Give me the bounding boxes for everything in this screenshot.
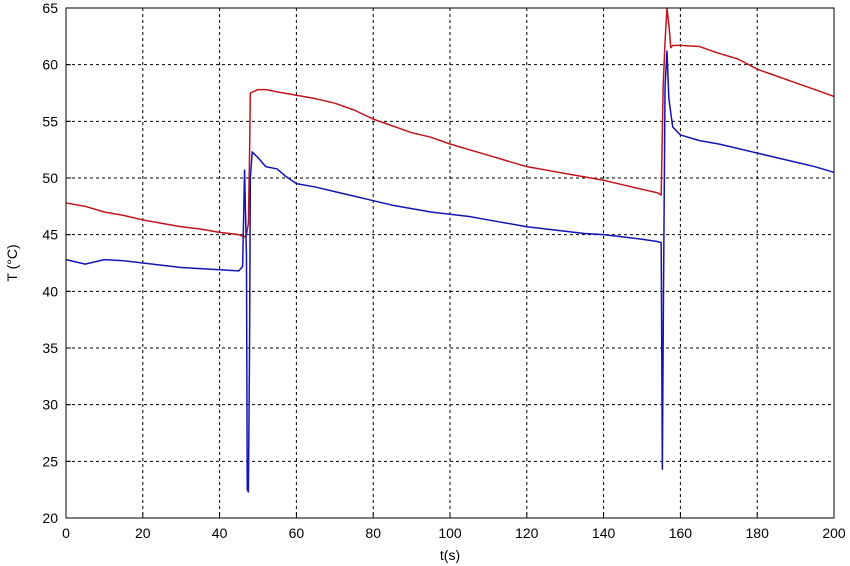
y-tick-label: 20 — [42, 510, 58, 526]
series-lines — [65, 7, 835, 493]
grid — [66, 8, 834, 518]
y-tick-label: 55 — [42, 113, 58, 129]
x-tick-label: 20 — [135, 525, 151, 541]
y-tick-label: 50 — [42, 170, 58, 186]
x-tick-label: 200 — [822, 525, 846, 541]
y-tick-label: 30 — [42, 397, 58, 413]
y-tick-label: 25 — [42, 453, 58, 469]
x-tick-label: 80 — [365, 525, 381, 541]
x-tick-label: 140 — [592, 525, 616, 541]
y-tick-label: 40 — [42, 283, 58, 299]
y-tick-label: 60 — [42, 57, 58, 73]
x-tick-label: 60 — [289, 525, 305, 541]
x-axis-title: t(s) — [440, 547, 460, 563]
x-tick-label: 100 — [438, 525, 462, 541]
y-tick-label: 45 — [42, 227, 58, 243]
x-tick-label: 0 — [62, 525, 70, 541]
y-tick-label: 35 — [42, 340, 58, 356]
x-tick-label: 160 — [669, 525, 693, 541]
x-tick-label: 180 — [746, 525, 770, 541]
x-tick-label: 120 — [515, 525, 539, 541]
ticks: 0 20 40 60 80 100 120 140 160 180 2002025303540455… — [42, 0, 845, 541]
series-line-1 — [65, 7, 835, 238]
x-tick-label: 40 — [212, 525, 228, 541]
y-axis-title: T (°C) — [4, 244, 20, 281]
y-tick-label: 65 — [42, 0, 58, 16]
series-line-2 — [65, 50, 835, 493]
